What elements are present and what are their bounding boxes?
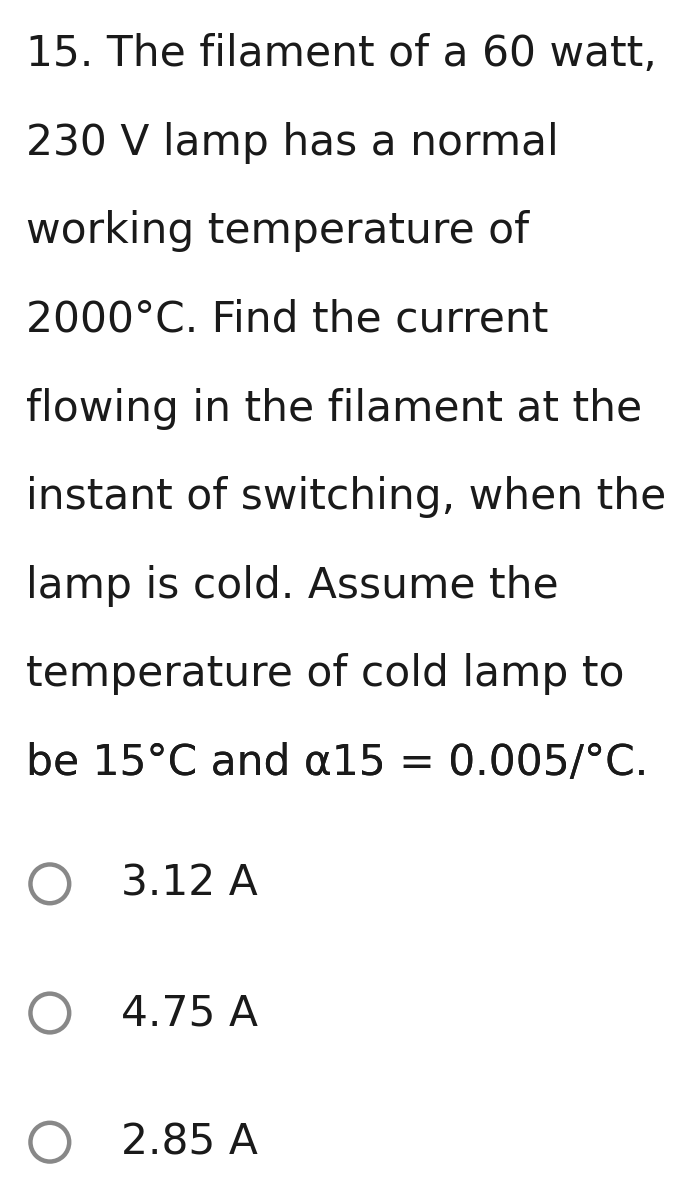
Text: temperature of cold lamp to: temperature of cold lamp to [26,653,625,695]
Text: 15. The filament of a 60 watt,: 15. The filament of a 60 watt, [26,33,657,75]
Text: lamp is cold. Assume the: lamp is cold. Assume the [26,565,559,606]
Text: 4.75 A: 4.75 A [121,991,258,1035]
Text: 3.12 A: 3.12 A [121,862,258,905]
Text: working temperature of: working temperature of [26,210,529,252]
Text: 2000°C. Find the current: 2000°C. Find the current [26,299,549,341]
Text: 2.85 A: 2.85 A [121,1121,258,1164]
Text: instant of switching, when the: instant of switching, when the [26,476,666,518]
Text: be 15°C and α15 = 0.005/°C.: be 15°C and α15 = 0.005/°C. [26,742,648,783]
Text: be 15°C and α15 = 0.005/°C.: be 15°C and α15 = 0.005/°C. [26,742,648,783]
Text: flowing in the filament at the: flowing in the filament at the [26,388,642,429]
Text: 230 V lamp has a normal: 230 V lamp has a normal [26,122,559,164]
